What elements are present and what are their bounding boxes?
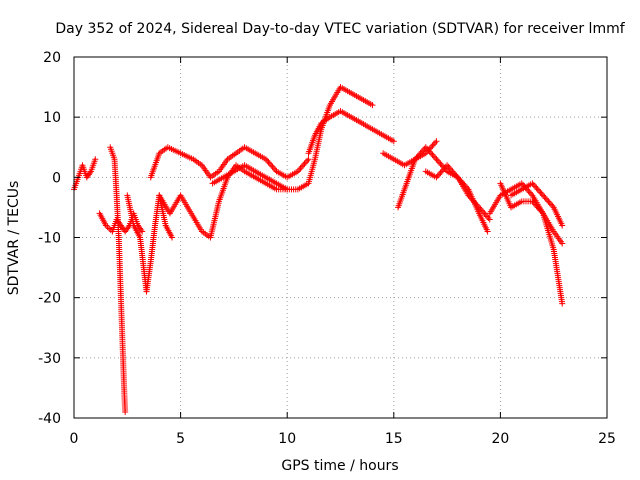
interpolated-point <box>530 181 537 188</box>
interpolated-point <box>429 142 436 149</box>
interpolated-point <box>436 159 443 166</box>
data-point <box>369 102 376 109</box>
y-tick-label: 20 <box>43 50 61 66</box>
series-track-g <box>209 84 376 193</box>
y-axis-label: SDTVAR / TECUs <box>6 181 22 296</box>
y-tick-label: -40 <box>38 411 61 427</box>
data-point <box>433 138 440 145</box>
x-tick-label: 25 <box>598 431 616 447</box>
data-point <box>559 240 566 247</box>
data-point <box>169 234 176 241</box>
series-track-h <box>305 108 397 157</box>
interpolated-point <box>430 141 437 148</box>
interpolated-point <box>526 189 533 196</box>
interpolated-point <box>268 162 275 169</box>
x-tick-label: 20 <box>491 431 509 447</box>
y-tick-label: 10 <box>43 110 61 126</box>
series-track-n <box>508 180 566 229</box>
interpolated-point <box>440 166 447 173</box>
data-point <box>305 156 312 163</box>
data-point <box>433 156 440 163</box>
data-point <box>559 222 566 229</box>
interpolated-point <box>480 208 487 215</box>
interpolated-point <box>533 184 540 191</box>
interpolated-point <box>434 172 441 179</box>
interpolated-point <box>544 196 551 203</box>
interpolated-point <box>545 198 552 205</box>
series-track-a <box>71 156 99 193</box>
data-point <box>444 162 451 169</box>
y-tick-label: -30 <box>38 351 61 367</box>
interpolated-point <box>426 148 433 155</box>
interpolated-point <box>430 153 437 160</box>
data-point <box>486 216 493 223</box>
x-tick-label: 5 <box>176 431 185 447</box>
interpolated-point <box>424 145 431 152</box>
interpolated-point <box>446 165 453 172</box>
interpolated-point <box>542 195 549 202</box>
interpolated-point <box>301 160 308 167</box>
series-track-e <box>147 144 312 181</box>
data-point <box>484 228 491 235</box>
interpolated-point <box>266 160 273 167</box>
interpolated-point <box>441 165 448 172</box>
series-track-c <box>107 144 129 415</box>
interpolated-point <box>536 187 543 194</box>
interpolated-point <box>300 162 307 169</box>
series-track-f <box>156 162 291 241</box>
interpolated-point <box>428 150 435 157</box>
interpolated-point <box>428 144 435 151</box>
interpolated-point <box>425 147 432 154</box>
interpolated-point <box>106 225 113 232</box>
interpolated-point <box>445 163 452 170</box>
interpolated-point <box>538 190 545 197</box>
data-marks <box>71 84 566 415</box>
interpolated-point <box>269 163 276 170</box>
axis-ticks: 0 5 10 15 20 25 -40 -30 -20 -10 0 10 20 <box>38 50 616 447</box>
interpolated-point <box>537 189 544 196</box>
data-point <box>122 408 129 415</box>
data-point <box>92 156 99 163</box>
y-tick-label: -20 <box>38 291 61 307</box>
series-track-k <box>422 162 493 223</box>
data-point <box>139 228 146 235</box>
interpolated-point <box>432 154 439 161</box>
series-track-j <box>395 144 491 235</box>
grid-lines <box>74 57 607 418</box>
x-tick-label: 10 <box>278 431 296 447</box>
x-axis-label: GPS time / hours <box>281 458 398 474</box>
interpolated-point <box>297 165 304 172</box>
interpolated-point <box>438 162 445 169</box>
interpolated-point <box>302 159 309 166</box>
interpolated-point <box>437 169 444 176</box>
interpolated-point <box>438 168 445 175</box>
y-tick-label: -10 <box>38 231 61 247</box>
interpolated-point <box>484 213 491 220</box>
interpolated-point <box>548 201 555 208</box>
interpolated-point <box>265 159 272 166</box>
chart-title: Day 352 of 2024, Sidereal Day-to-day VTE… <box>55 21 625 37</box>
interpolated-point <box>546 199 553 206</box>
series-track-m <box>497 180 566 247</box>
interpolated-point <box>432 139 439 146</box>
interpolated-point <box>429 151 436 158</box>
x-tick-label: 15 <box>385 431 403 447</box>
data-point <box>559 300 566 307</box>
interpolated-point <box>541 193 548 200</box>
data-point <box>422 144 429 151</box>
data-point <box>390 138 397 145</box>
interpolated-point <box>434 157 441 164</box>
interpolated-point <box>437 160 444 167</box>
interpolated-point <box>270 165 277 172</box>
interpolated-point <box>298 163 305 170</box>
y-tick-label: 0 <box>52 170 61 186</box>
data-point <box>540 192 547 199</box>
x-tick-label: 0 <box>70 431 79 447</box>
interpolated-point <box>485 214 492 221</box>
interpolated-point <box>304 157 311 164</box>
interpolated-point <box>420 147 427 154</box>
interpolated-point <box>534 186 541 193</box>
